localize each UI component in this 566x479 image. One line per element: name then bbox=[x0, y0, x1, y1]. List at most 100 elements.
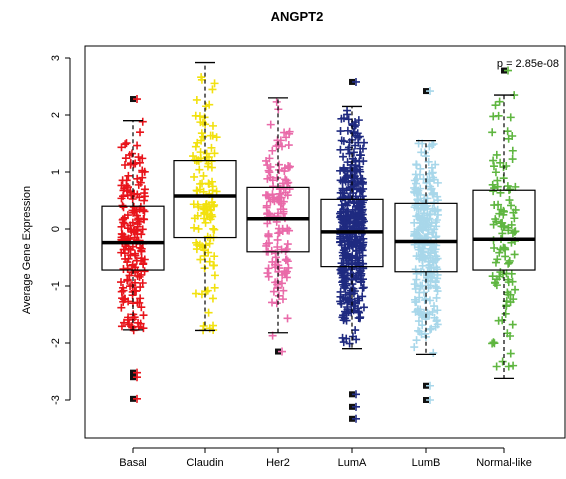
data-point bbox=[499, 207, 508, 216]
data-point bbox=[413, 306, 422, 315]
data-point bbox=[263, 269, 272, 278]
data-point bbox=[503, 182, 512, 191]
data-point bbox=[354, 116, 363, 125]
data-point bbox=[264, 193, 273, 202]
data-point bbox=[347, 211, 356, 220]
data-point bbox=[426, 325, 435, 334]
x-tick-label: LumA bbox=[338, 457, 367, 469]
iqr-box bbox=[472, 189, 536, 271]
data-point bbox=[503, 329, 512, 338]
data-point bbox=[428, 190, 437, 199]
data-point bbox=[118, 294, 127, 303]
data-point bbox=[351, 161, 360, 170]
outlier-mark bbox=[352, 402, 360, 411]
data-point bbox=[340, 218, 349, 227]
data-point bbox=[209, 224, 218, 233]
data-point bbox=[511, 205, 520, 214]
data-point bbox=[425, 296, 434, 305]
data-point bbox=[124, 171, 133, 180]
data-point bbox=[491, 101, 500, 110]
data-point bbox=[508, 229, 517, 238]
data-point bbox=[212, 187, 221, 196]
data-point bbox=[276, 205, 285, 214]
data-point bbox=[358, 179, 367, 188]
data-point bbox=[411, 298, 420, 307]
data-point bbox=[504, 275, 513, 284]
data-point bbox=[348, 154, 357, 163]
data-point bbox=[140, 207, 149, 216]
data-point bbox=[119, 203, 128, 212]
data-point bbox=[355, 187, 364, 196]
outlier-mark bbox=[133, 95, 141, 104]
data-point bbox=[281, 247, 290, 256]
data-point bbox=[281, 175, 290, 184]
data-point bbox=[340, 236, 349, 245]
data-point bbox=[428, 228, 437, 237]
data-point bbox=[197, 136, 206, 145]
data-point bbox=[130, 189, 139, 198]
data-point bbox=[347, 171, 356, 180]
data-point bbox=[425, 269, 434, 278]
data-point bbox=[359, 303, 368, 312]
data-point bbox=[192, 238, 201, 247]
data-point bbox=[510, 214, 519, 223]
outlier-mark bbox=[352, 77, 360, 86]
data-point bbox=[496, 268, 505, 277]
data-point bbox=[264, 264, 273, 273]
outlier-mark bbox=[278, 347, 286, 356]
data-point bbox=[266, 120, 275, 129]
data-point bbox=[199, 171, 208, 180]
data-point bbox=[351, 299, 360, 308]
data-point bbox=[432, 293, 441, 302]
data-point bbox=[350, 232, 359, 241]
data-point bbox=[507, 269, 516, 278]
data-point bbox=[199, 321, 208, 330]
data-point bbox=[410, 218, 419, 227]
data-point bbox=[136, 283, 145, 292]
outlier-mark bbox=[133, 373, 141, 382]
data-point bbox=[269, 182, 278, 191]
data-point bbox=[492, 362, 501, 371]
data-point bbox=[509, 361, 518, 370]
data-point bbox=[121, 140, 130, 149]
data-point bbox=[431, 282, 440, 291]
data-point bbox=[338, 333, 347, 342]
data-point bbox=[208, 85, 217, 94]
data-point bbox=[262, 201, 271, 210]
data-point bbox=[273, 257, 282, 266]
data-point bbox=[346, 183, 355, 192]
y-tick-label: -2 bbox=[50, 338, 62, 348]
y-tick-label: 2 bbox=[50, 112, 62, 118]
data-point bbox=[433, 306, 442, 315]
data-point bbox=[353, 129, 362, 138]
data-point bbox=[190, 172, 199, 181]
iqr-box bbox=[101, 205, 165, 271]
data-point bbox=[195, 165, 204, 174]
data-point bbox=[134, 180, 143, 189]
data-point bbox=[124, 244, 133, 253]
outlier-mark bbox=[426, 381, 434, 390]
data-point bbox=[356, 199, 365, 208]
data-point bbox=[123, 276, 132, 285]
data-point bbox=[355, 162, 364, 171]
data-point bbox=[130, 249, 139, 258]
data-point bbox=[282, 133, 291, 142]
data-point bbox=[132, 256, 141, 265]
data-point bbox=[431, 255, 440, 264]
data-point bbox=[358, 292, 367, 301]
data-point bbox=[136, 294, 145, 303]
data-point bbox=[191, 142, 200, 151]
y-tick-label: 1 bbox=[50, 169, 62, 175]
data-point bbox=[412, 160, 421, 169]
data-point bbox=[117, 278, 126, 287]
data-point bbox=[489, 338, 498, 347]
data-point bbox=[137, 247, 146, 256]
data-point bbox=[494, 111, 503, 120]
data-point bbox=[139, 206, 148, 215]
data-point bbox=[410, 280, 419, 289]
data-point bbox=[418, 321, 427, 330]
data-point bbox=[126, 188, 135, 197]
data-point bbox=[117, 303, 126, 312]
data-point bbox=[117, 194, 126, 203]
data-point bbox=[281, 269, 290, 278]
